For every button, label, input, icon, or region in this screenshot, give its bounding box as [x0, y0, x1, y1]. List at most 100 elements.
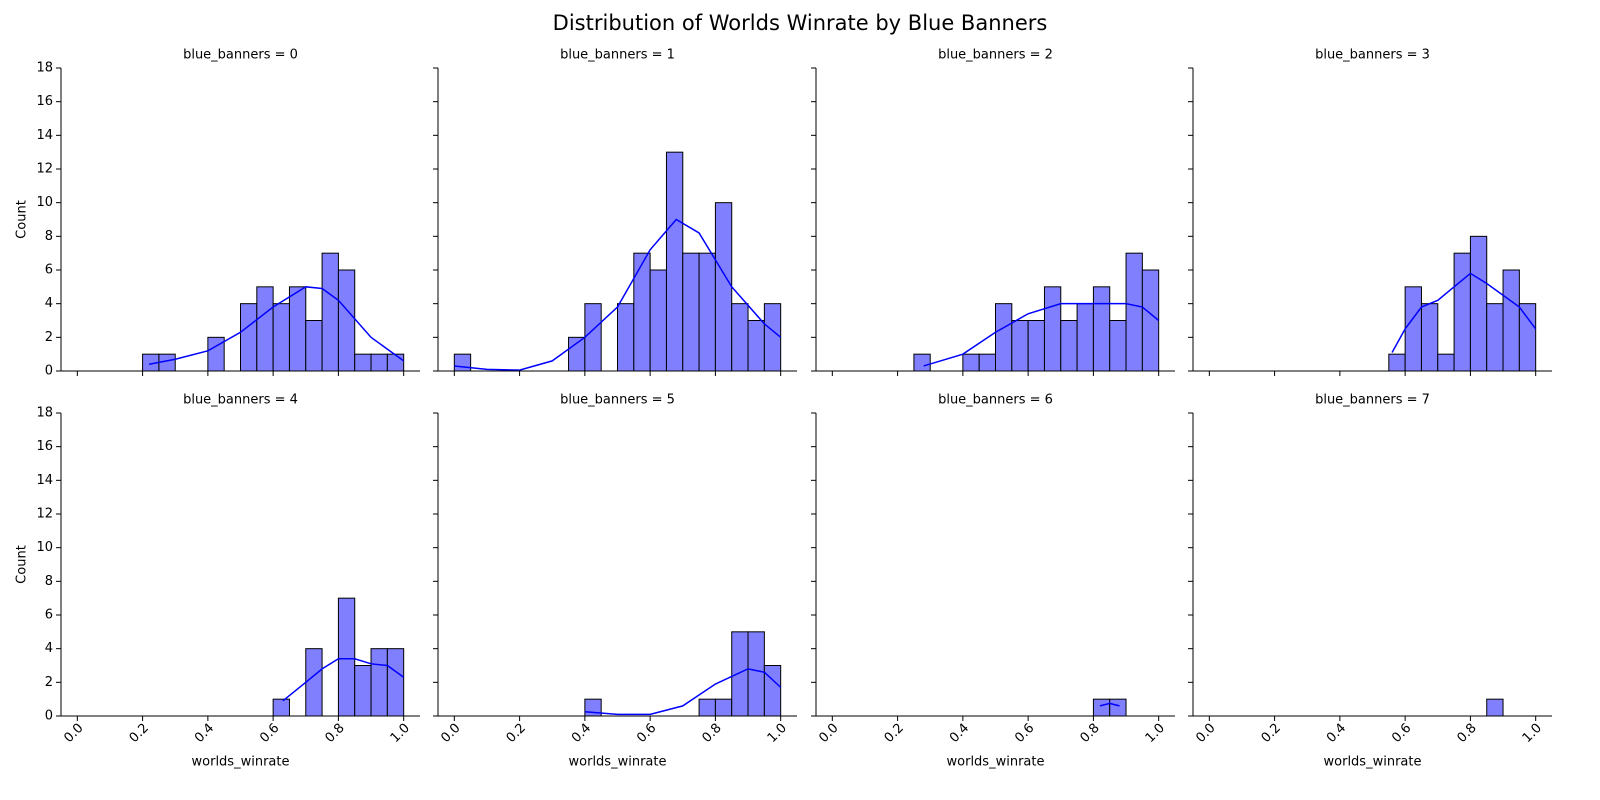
facet-title: blue_banners = 6	[938, 393, 1053, 408]
kde-line	[1391, 272, 1537, 353]
histogram-bar	[913, 353, 931, 372]
y-tick-label: 8	[45, 574, 53, 589]
histogram-bar	[370, 353, 388, 372]
facet: blue_banners = 3	[1188, 48, 1552, 376]
facet: blue_banners = 2	[811, 48, 1175, 376]
y-tick-label: 12	[36, 507, 53, 522]
kde-line	[454, 218, 782, 371]
facet-title: blue_banners = 1	[560, 48, 675, 63]
histogram-bar	[1502, 269, 1520, 372]
y-tick-label: 14	[36, 473, 53, 488]
histogram-bar	[731, 303, 749, 372]
histogram-bar	[978, 353, 997, 372]
histogram-bar	[1060, 320, 1078, 372]
x-axis-label: worlds_winrate	[569, 755, 667, 770]
histogram-bar	[1092, 286, 1111, 372]
histogram-bar	[649, 269, 667, 372]
histogram-bar	[1043, 286, 1062, 372]
y-axis-label: Count	[15, 545, 30, 584]
facet-title: blue_banners = 7	[1315, 393, 1430, 408]
histogram-bar	[1404, 286, 1422, 372]
histogram-bar	[682, 252, 700, 372]
histogram-bar	[714, 202, 733, 372]
histogram-bar	[1437, 353, 1455, 372]
histogram-bar	[763, 665, 782, 717]
y-tick-label: 0	[45, 709, 53, 724]
kde-line	[923, 302, 1160, 367]
facet: blue_banners = 70.0 0.2 0.4 0.6 0.8 1.0worlds…	[1188, 393, 1552, 770]
histogram-bar	[1486, 698, 1504, 717]
histogram-bar	[995, 303, 1013, 372]
histogram-bar	[370, 648, 388, 717]
y-tick-label: 8	[45, 229, 53, 244]
x-axis-label: worlds_winrate	[947, 755, 1045, 770]
histogram-bar	[1486, 303, 1504, 372]
histogram-bar	[747, 631, 765, 717]
kde-line	[148, 286, 405, 366]
histogram-bar	[1109, 698, 1127, 717]
histogram-bar	[1388, 353, 1406, 372]
histogram-bar	[1453, 252, 1471, 372]
y-tick-label: 2	[45, 330, 53, 345]
histogram-bar	[321, 252, 339, 372]
histogram-bar	[1109, 320, 1127, 372]
x-axis-label: worlds_winrate	[192, 755, 290, 770]
facet: blue_banners = 1	[433, 48, 797, 376]
histogram-bar	[1469, 235, 1488, 372]
y-tick-label: 4	[45, 296, 53, 311]
y-tick-label: 4	[45, 641, 53, 656]
y-tick-label: 6	[45, 263, 53, 278]
y-axis-label: Count	[15, 200, 30, 239]
histogram-bar	[305, 648, 323, 717]
y-tick-label: 10	[36, 540, 53, 555]
histogram-bar	[240, 303, 258, 372]
histogram-bar	[354, 665, 372, 717]
histogram-bar	[1518, 303, 1537, 372]
histogram-bar	[714, 698, 733, 717]
y-tick-label: 18	[36, 406, 53, 421]
facet-title: blue_banners = 5	[560, 393, 675, 408]
facet-title: blue_banners = 2	[938, 48, 1053, 63]
histogram-bar	[272, 303, 290, 372]
histogram-bar	[1076, 303, 1094, 372]
histogram-bar	[763, 303, 782, 372]
y-tick-label: 10	[36, 195, 53, 210]
histogram-bar	[305, 320, 323, 372]
kde-line	[584, 668, 782, 716]
y-tick-label: 0	[45, 364, 53, 379]
histogram-bar	[1092, 698, 1111, 717]
histogram-bar	[386, 353, 405, 372]
kde-line	[1099, 702, 1120, 707]
histogram-bar	[617, 303, 635, 372]
histogram-bar	[747, 320, 765, 372]
y-tick-label: 14	[36, 128, 53, 143]
histogram-bar	[584, 303, 602, 372]
facet-title: blue_banners = 0	[183, 48, 298, 63]
y-tick-label: 18	[36, 61, 53, 76]
y-tick-label: 12	[36, 162, 53, 177]
histogram-bar	[633, 252, 651, 372]
histogram-bar	[731, 631, 749, 717]
histogram-bar	[1141, 269, 1160, 372]
histogram-bar	[665, 151, 684, 372]
histogram-bar	[453, 353, 472, 372]
histogram-bar	[962, 353, 980, 372]
histogram-bar	[1011, 320, 1029, 372]
histogram-bar	[386, 648, 405, 717]
y-tick-label: 16	[36, 94, 53, 109]
x-axis-label: worlds_winrate	[1324, 755, 1422, 770]
facet: blue_banners = 0 0 2 4 6 8 10 12 14 16 18 Count	[15, 48, 420, 379]
histogram-bar	[272, 698, 290, 717]
histogram-bar	[256, 286, 274, 372]
histogram-bar	[698, 252, 716, 372]
histogram-bar	[354, 353, 372, 372]
histogram-bar	[337, 269, 356, 372]
y-tick-label: 16	[36, 439, 53, 454]
y-tick-label: 6	[45, 608, 53, 623]
y-tick-label: 2	[45, 675, 53, 690]
histogram-bar	[337, 597, 356, 717]
histogram-bar	[288, 286, 307, 372]
facet-title: blue_banners = 4	[183, 393, 298, 408]
